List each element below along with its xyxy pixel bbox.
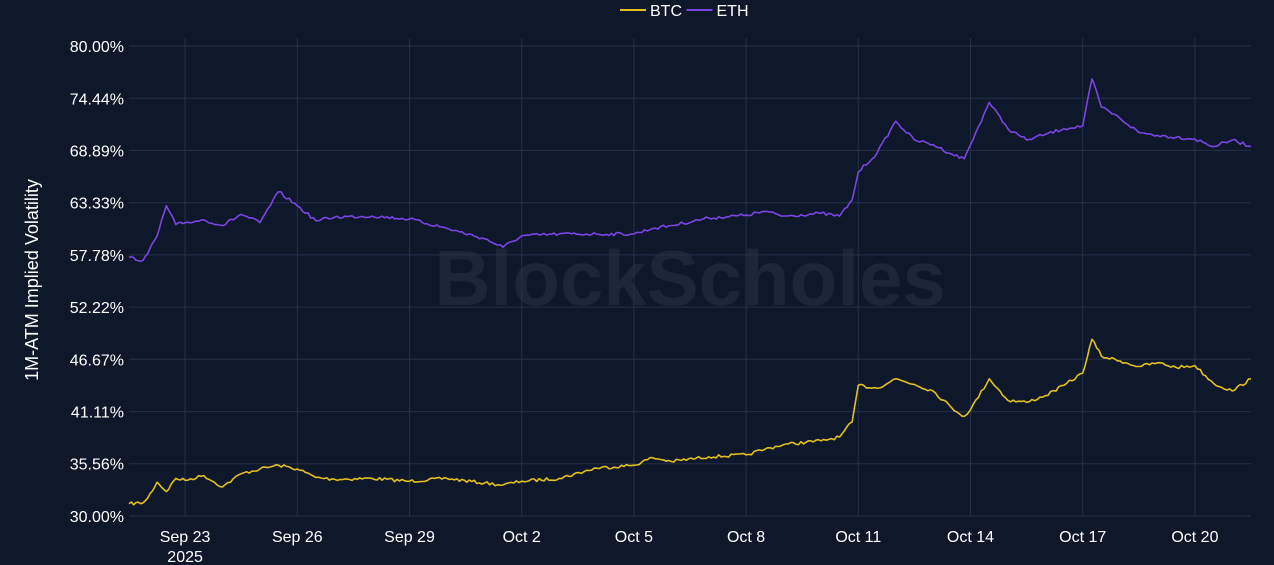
x-tick-year-label: 2025 xyxy=(167,549,203,565)
series-line-btc xyxy=(128,338,1252,506)
x-tick-label: Sep 26 xyxy=(272,529,323,546)
legend[interactable]: BTC ETH xyxy=(620,3,749,20)
x-tick-label: Sep 23 xyxy=(160,529,211,546)
y-axis-label: 1M-ATM Implied Volatility xyxy=(22,179,42,381)
x-tick-label: Oct 20 xyxy=(1171,529,1218,546)
x-tick-label: Oct 5 xyxy=(615,529,653,546)
y-tick-label: 68.89% xyxy=(70,143,124,160)
y-tick-label: 46.67% xyxy=(70,352,124,369)
x-tick-label: Oct 17 xyxy=(1059,529,1106,546)
y-tick-label: 57.78% xyxy=(70,248,124,265)
grid-lines xyxy=(129,38,1251,517)
series-line-eth xyxy=(128,78,1252,263)
watermark-logo: BlockScholes xyxy=(434,234,946,322)
y-tick-label: 30.00% xyxy=(70,509,124,526)
x-tick-label: Oct 8 xyxy=(727,529,765,546)
series-lines xyxy=(128,78,1252,506)
y-tick-label: 52.22% xyxy=(70,300,124,317)
x-tick-label: Oct 2 xyxy=(503,529,541,546)
y-tick-label: 63.33% xyxy=(70,196,124,213)
y-tick-label: 41.11% xyxy=(71,405,124,422)
x-tick-label: Oct 14 xyxy=(947,529,994,546)
y-tick-label: 80.00% xyxy=(70,39,124,56)
legend-label-btc[interactable]: BTC xyxy=(650,3,682,20)
x-tick-label: Oct 11 xyxy=(835,529,881,546)
y-tick-label: 35.56% xyxy=(70,457,124,474)
x-axis-ticks: Sep 23 2025 Sep 26 Sep 29 Oct 2 Oct 5 Oct 8 Oct… xyxy=(160,529,1219,565)
x-tick-label: Sep 29 xyxy=(384,529,435,546)
y-tick-label: 74.44% xyxy=(70,91,124,108)
y-axis-ticks: 30.00% 35.56% 41.11% 46.67% 52.22% 57.78% 63.3… xyxy=(70,39,124,526)
legend-label-eth[interactable]: ETH xyxy=(717,3,749,20)
